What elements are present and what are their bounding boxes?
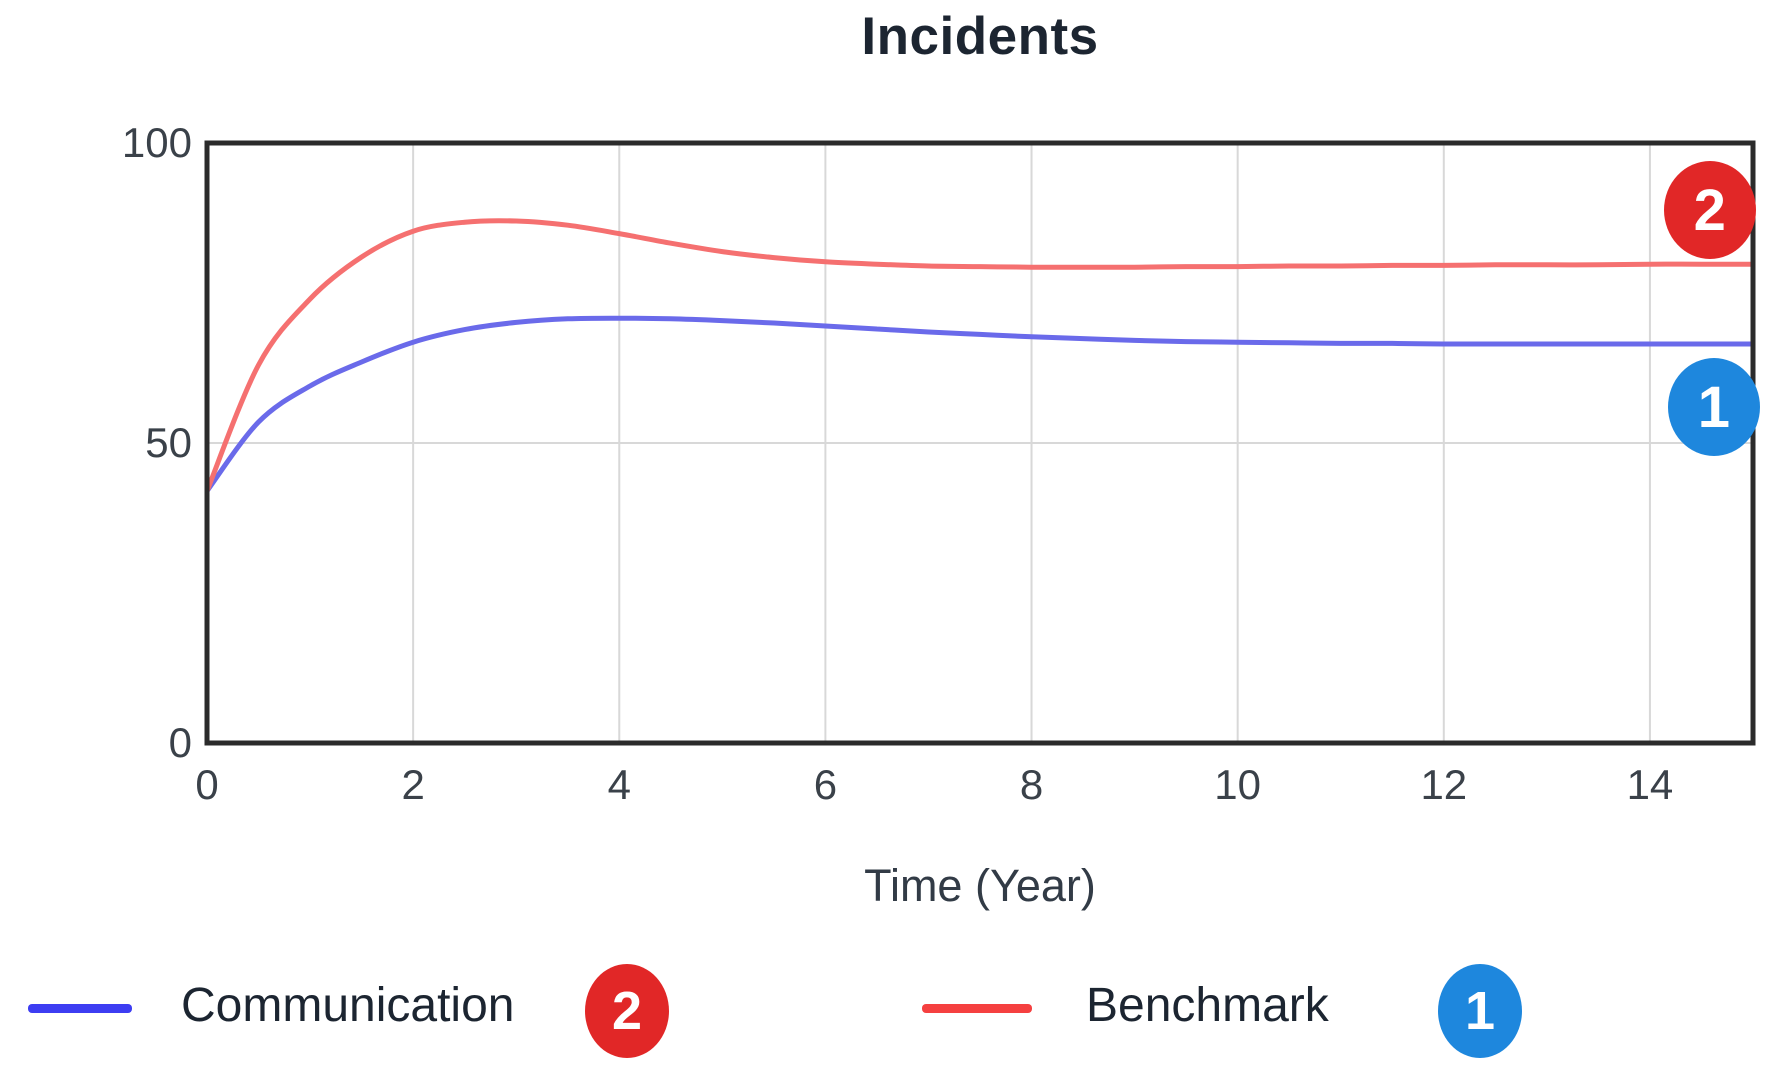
communication-line xyxy=(204,315,1756,494)
plot-border xyxy=(204,140,1756,746)
legend-badge-communication: 2 xyxy=(585,964,669,1058)
chart-title: Incidents xyxy=(861,7,1099,66)
y-tick-label: 0 xyxy=(168,719,192,766)
legend-label-benchmark: Benchmark xyxy=(1086,979,1329,1032)
x-tick-label: 8 xyxy=(1019,761,1044,808)
y-tick-label: 50 xyxy=(145,419,192,466)
x-tick-label: 2 xyxy=(401,761,425,808)
chart-run-badge-2: 2 xyxy=(1663,161,1756,260)
legend-swatch-communication xyxy=(28,1004,132,1013)
x-tick-label: 10 xyxy=(1214,761,1262,808)
benchmark-line xyxy=(204,218,1756,494)
legend-badge-benchmark: 1 xyxy=(1438,964,1522,1058)
x-axis-title: Time (Year) xyxy=(864,860,1096,911)
plot-area xyxy=(204,140,1756,746)
x-tick-label: 6 xyxy=(813,761,838,808)
chart-run-badge-1: 1 xyxy=(1667,358,1760,456)
x-tick-label: 4 xyxy=(607,761,631,808)
legend-swatch-benchmark xyxy=(922,1004,1032,1013)
x-tick-label: 12 xyxy=(1420,761,1468,808)
x-tick-label: 0 xyxy=(195,761,219,808)
y-tick-label: 100 xyxy=(121,119,192,166)
legend-label-communication: Communication xyxy=(181,979,515,1032)
x-tick-label: 14 xyxy=(1626,761,1674,808)
